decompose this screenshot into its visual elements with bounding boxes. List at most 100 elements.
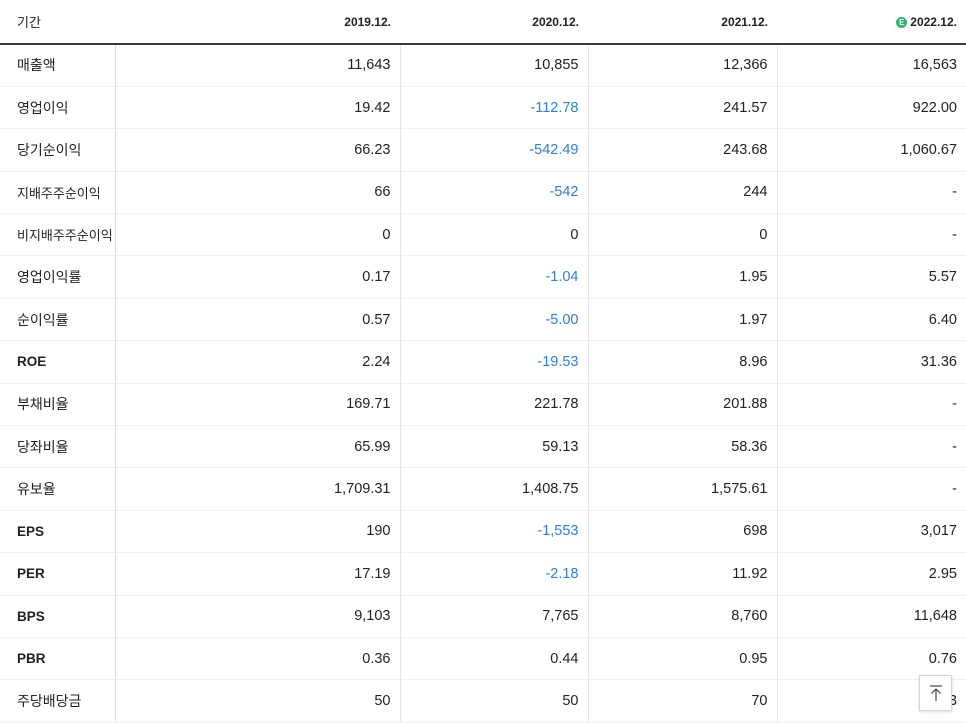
cell-2021: 1,575.61 <box>587 467 777 511</box>
table-row: 당기순이익 66.23 -542.49 243.68 1,060.67 <box>0 128 966 172</box>
table-row: ROE 2.24 -19.53 8.96 31.36 <box>0 340 966 384</box>
cell-2019: 66.23 <box>114 128 400 172</box>
cell-2020: -112.78 <box>399 86 588 130</box>
arrow-up-icon <box>930 685 942 701</box>
cell-2021: 244 <box>587 171 777 215</box>
cell-2020: 10,855 <box>399 44 588 87</box>
cell-2019: 0.57 <box>114 298 400 342</box>
cell-2022: 0.76 <box>776 637 966 681</box>
row-label: 주당배당금 <box>0 679 116 723</box>
cell-2021: 12,366 <box>587 44 777 87</box>
cell-2019: 66 <box>114 171 400 215</box>
estimate-badge-icon: E <box>896 16 908 28</box>
cell-2019: 169.71 <box>114 382 400 427</box>
table-row: 주당배당금 50 50 70 3 <box>0 679 966 723</box>
cell-2021: 243.68 <box>587 128 777 172</box>
row-label: EPS <box>0 509 116 554</box>
table-row: 비지배주주순이익 0 0 0- <box>0 213 966 257</box>
row-label: 영업이익 <box>0 86 116 130</box>
column-header-2022: E 2022.12. <box>777 0 966 45</box>
cell-2019: 190 <box>114 509 400 554</box>
table-row: 지배주주순이익 66 -542 244- <box>0 171 966 215</box>
cell-2022: 2.95 <box>776 552 966 596</box>
cell-2022: - <box>776 382 966 427</box>
cell-2021: 241.57 <box>587 86 777 130</box>
cell-2022: 1,060.67 <box>776 128 966 172</box>
cell-2022: - <box>776 213 966 257</box>
cell-2022: 11,648 <box>776 595 966 638</box>
cell-2020: -5.00 <box>399 298 588 342</box>
cell-2022: - <box>776 171 966 215</box>
header-row: 기간 2019.12. 2020.12. 2021.12. E 2022.12. <box>0 0 966 45</box>
row-label: 부채비율 <box>0 382 116 427</box>
cell-2019: 0 <box>114 213 400 257</box>
cell-2020: -1.04 <box>399 255 588 299</box>
column-header-2022-label: 2022.12. <box>910 14 957 29</box>
row-label: 영업이익률 <box>0 255 116 299</box>
cell-2019: 0.17 <box>114 255 400 299</box>
cell-2019: 17.19 <box>114 552 400 596</box>
cell-2019: 9,103 <box>114 595 400 638</box>
table-row: PER 17.19 -2.18 11.92 2.95 <box>0 552 966 596</box>
row-label: 매출액 <box>0 44 116 87</box>
column-header-2019: 2019.12. <box>115 0 400 45</box>
cell-2022: 16,563 <box>776 44 966 87</box>
row-label: 순이익률 <box>0 298 116 342</box>
cell-2022: 3,017 <box>776 509 966 554</box>
cell-2019: 11,643 <box>114 44 400 87</box>
cell-2021: 201.88 <box>587 382 777 427</box>
cell-2022: - <box>776 467 966 511</box>
cell-2020: 0 <box>399 213 588 257</box>
cell-2020: -19.53 <box>399 340 588 384</box>
table-row: 매출액 11,643 10,855 12,366 16,563 <box>0 44 966 87</box>
cell-2022: 6.40 <box>776 298 966 342</box>
cell-2022: 922.00 <box>776 86 966 130</box>
cell-2020: -1,553 <box>399 509 588 554</box>
cell-2021: 11.92 <box>587 552 777 596</box>
cell-2020: -542.49 <box>399 128 588 172</box>
table-row: 순이익률 0.57 -5.00 1.97 6.40 <box>0 298 966 342</box>
cell-2020: -542 <box>399 171 588 215</box>
cell-2020: -2.18 <box>399 552 588 596</box>
table-row: 유보율 1,709.31 1,408.75 1,575.61- <box>0 467 966 511</box>
row-label: 유보율 <box>0 467 116 511</box>
cell-2022: 31.36 <box>776 340 966 384</box>
cell-2020: 59.13 <box>399 425 588 469</box>
table-row: BPS 9,103 7,765 8,760 11,648 <box>0 595 966 638</box>
cell-2019: 65.99 <box>114 425 400 469</box>
row-label: PER <box>0 552 116 596</box>
cell-2020: 0.44 <box>399 637 588 681</box>
cell-2020: 7,765 <box>399 595 588 638</box>
cell-2021: 0 <box>587 213 777 257</box>
row-label: 비지배주주순이익 <box>0 213 116 257</box>
cell-2021: 8.96 <box>587 340 777 384</box>
cell-2019: 50 <box>114 679 400 723</box>
cell-2020: 1,408.75 <box>399 467 588 511</box>
row-label: BPS <box>0 595 116 638</box>
scroll-to-top-button[interactable] <box>919 675 952 711</box>
row-label: PBR <box>0 637 116 681</box>
cell-2021: 698 <box>587 509 777 554</box>
table-row: 영업이익률 0.17 -1.04 1.95 5.57 <box>0 255 966 299</box>
row-label: ROE <box>0 340 116 384</box>
period-header: 기간 <box>0 0 115 45</box>
row-label: 당좌비율 <box>0 425 116 469</box>
table-row: 부채비율 169.71 221.78 201.88- <box>0 382 966 427</box>
column-header-2021: 2021.12. <box>588 0 777 45</box>
cell-2019: 19.42 <box>114 86 400 130</box>
cell-2020: 50 <box>399 679 588 723</box>
cell-2019: 0.36 <box>114 637 400 681</box>
cell-2021: 70 <box>587 679 777 723</box>
cell-2022: 5.57 <box>776 255 966 299</box>
cell-2021: 1.95 <box>587 255 777 299</box>
cell-2021: 1.97 <box>587 298 777 342</box>
table-row: 영업이익 19.42 -112.78 241.57 922.00 <box>0 86 966 130</box>
table-row: EPS 190 -1,553 698 3,017 <box>0 509 966 554</box>
column-header-2020: 2020.12. <box>400 0 588 45</box>
table-row: PBR 0.36 0.44 0.95 0.76 <box>0 637 966 681</box>
row-label: 지배주주순이익 <box>0 171 116 215</box>
table-row: 당좌비율 65.99 59.13 58.36- <box>0 425 966 469</box>
cell-2021: 58.36 <box>587 425 777 469</box>
cell-2021: 8,760 <box>587 595 777 638</box>
